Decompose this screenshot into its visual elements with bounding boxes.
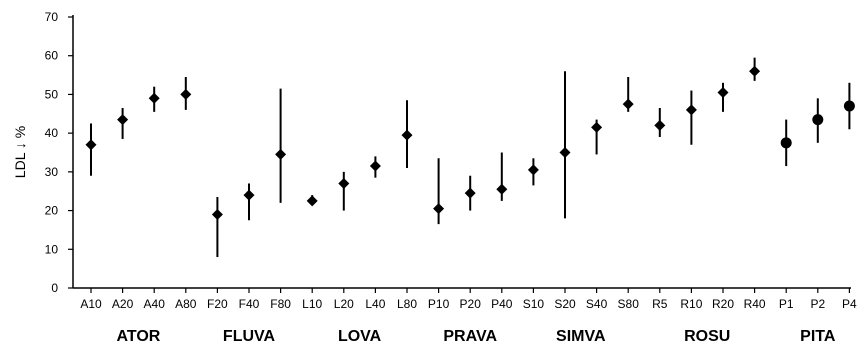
x-tick-label: A40 [144,297,166,311]
data-point [843,100,855,112]
x-tick-label: L10 [302,297,322,311]
x-tick-label: A20 [112,297,134,311]
x-tick-label: R40 [744,297,766,311]
data-point [338,177,350,189]
x-tick-label: F80 [270,297,291,311]
y-tick-label: 0 [51,281,58,295]
data-point [527,164,539,176]
data-point [369,160,381,172]
data-point [622,98,634,110]
data-point [275,148,287,160]
data-point [717,86,729,98]
y-tick-label: 60 [45,49,59,63]
x-tick-label: S80 [618,297,640,311]
data-point [464,187,476,199]
data-point [306,195,318,207]
x-tick-label: R20 [712,297,734,311]
x-tick-label: L80 [397,297,417,311]
data-marks [85,57,855,258]
x-tick-label: A80 [175,297,197,311]
data-point [180,88,192,100]
x-tick-label: P2 [810,297,825,311]
y-ticks: 0 10 20 30 40 50 60 70 [45,10,73,295]
x-ticks: A10 A20 A40 A80 F20 F40 F80 L10 L20 L40 L80 P10 P20 P… [80,288,857,311]
y-axis-label: LDL ↓ % [12,126,28,178]
x-tick-label: P10 [428,297,450,311]
data-point [685,104,697,116]
x-tick-label: S10 [523,297,545,311]
group-label: SIMVA [556,328,606,345]
x-tick-label: S20 [554,297,576,311]
group-label: ATOR [116,328,160,345]
x-tick-label: P20 [460,297,482,311]
data-point [401,129,413,141]
x-tick-label: S40 [586,297,608,311]
group-label: PRAVA [443,328,497,345]
x-tick-label: P40 [491,297,513,311]
axes [72,15,851,289]
x-tick-label: F40 [239,297,260,311]
y-tick-label: 10 [45,242,59,256]
y-tick-label: 40 [45,126,59,140]
x-tick-label: F20 [207,297,228,311]
x-tick-label: A10 [80,297,102,311]
y-tick-label: 50 [45,87,59,101]
group-label: LOVA [338,328,382,345]
x-tick-label: L40 [365,297,385,311]
data-point [117,114,129,126]
data-point [211,208,223,220]
y-tick-label: 30 [45,165,59,179]
data-point [243,189,255,201]
group-label: ROSU [684,328,730,345]
data-point [812,114,824,126]
group-label: FLUVA [223,328,276,345]
y-tick-label: 20 [45,204,59,218]
x-tick-label: L20 [334,297,354,311]
data-point [433,203,445,215]
data-point [591,121,603,133]
data-point [148,92,160,104]
y-tick-label: 70 [45,10,59,24]
x-tick-label: P4 [842,297,857,311]
x-tick-label: P1 [779,297,794,311]
data-point [496,183,508,195]
group-label: PITA [800,328,836,345]
x-tick-label: R5 [652,297,668,311]
group-labels: ATOR FLUVA LOVA PRAVA SIMVA ROSU PITA [116,328,835,345]
x-tick-label: R10 [680,297,702,311]
data-point [780,137,792,149]
data-point [85,139,97,151]
data-point [749,65,761,77]
data-point [559,147,571,158]
data-point [654,119,666,131]
